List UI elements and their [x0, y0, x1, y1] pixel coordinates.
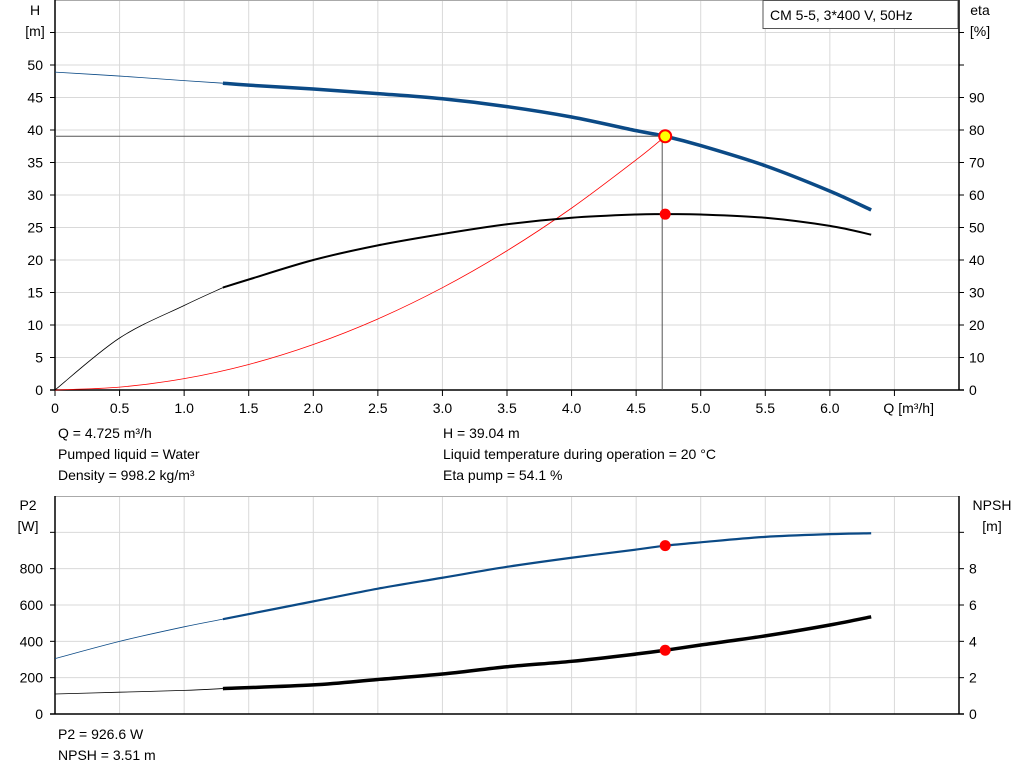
x-tick-label: 6.0 — [820, 400, 840, 416]
efficiency-curve-thin — [54, 287, 224, 391]
power-npsh-chart: 0 200 400 600 800 0 2 4 6 8 P2 [W] NPSH [m] — [18, 496, 1012, 722]
x-tick-label: 0 — [51, 400, 59, 416]
x-tick-label: 5.5 — [756, 400, 776, 416]
right-tick-label: 0 — [969, 382, 977, 398]
left-tick-label: 45 — [27, 90, 43, 106]
right-axis-title: NPSH — [973, 497, 1012, 513]
info-left-top: Q = 4.725 m³/h Pumped liquid = Water Den… — [58, 423, 200, 486]
info-bottom: P2 = 926.6 W NPSH = 3.51 m — [58, 724, 156, 766]
density-readout: Density = 998.2 kg/m³ — [58, 467, 195, 483]
system-curve — [54, 135, 666, 391]
x-tick-label: 3.0 — [433, 400, 453, 416]
legend-title: CM 5-5, 3*400 V, 50Hz — [770, 7, 913, 23]
right-tick-label: 30 — [969, 285, 985, 301]
right-tick-label: 20 — [969, 317, 985, 333]
left-tick-label: 800 — [20, 561, 44, 577]
right-tick-label: 10 — [969, 350, 985, 366]
left-tick-label: 30 — [27, 187, 43, 203]
left-tick-label: 50 — [27, 57, 43, 73]
left-axis-title: P2 — [19, 497, 36, 513]
x-tick-label: 4.0 — [562, 400, 582, 416]
right-axis-unit: [m] — [982, 518, 1001, 534]
left-tick-label: 20 — [27, 252, 43, 268]
x-tick-label: 3.5 — [497, 400, 517, 416]
head-curve — [222, 81, 872, 212]
npsh-curve-thin — [54, 688, 223, 695]
left-tick-label: 0 — [35, 382, 43, 398]
right-tick-label: 90 — [969, 90, 985, 106]
right-axis-title: eta — [970, 2, 990, 18]
left-tick-label: 400 — [20, 633, 44, 649]
pumped-liquid-readout: Pumped liquid = Water — [58, 446, 200, 462]
flow-readout: Q = 4.725 m³/h — [58, 425, 152, 441]
x-tick-label: 0.5 — [110, 400, 130, 416]
right-tick-label: 4 — [969, 633, 977, 649]
right-tick-label: 0 — [969, 706, 977, 722]
temperature-readout: Liquid temperature during operation = 20… — [443, 446, 716, 462]
left-tick-label: 200 — [20, 670, 44, 686]
right-tick-label: 50 — [969, 220, 985, 236]
right-tick-label: 8 — [969, 561, 977, 577]
right-tick-label: 80 — [969, 122, 985, 138]
x-tick-label: 4.5 — [626, 400, 646, 416]
eta-readout: Eta pump = 54.1 % — [443, 467, 563, 483]
p2-curve — [222, 532, 872, 621]
info-right-top: H = 39.04 m Liquid temperature during op… — [443, 423, 716, 486]
left-tick-label: 25 — [27, 220, 43, 236]
x-tick-label: 1.0 — [174, 400, 194, 416]
left-tick-label: 5 — [35, 350, 43, 366]
left-tick-label: 40 — [27, 122, 43, 138]
left-axis-unit: [W] — [18, 518, 39, 534]
head-curve-thin — [54, 71, 223, 84]
p2-curve-thin — [54, 618, 223, 659]
p2-readout: P2 = 926.6 W — [58, 726, 144, 742]
legend-box: CM 5-5, 3*400 V, 50Hz — [762, 0, 959, 29]
right-tick-label: 60 — [969, 187, 985, 203]
efficiency-curve — [222, 213, 872, 289]
left-tick-label: 10 — [27, 317, 43, 333]
left-tick-label: 35 — [27, 155, 43, 171]
duty-point-p2 — [659, 540, 671, 552]
right-tick-label: 2 — [969, 670, 977, 686]
x-tick-label: 2.0 — [304, 400, 324, 416]
x-tick-label: 2.5 — [368, 400, 388, 416]
npsh-curve — [222, 615, 872, 691]
left-tick-label: 600 — [20, 597, 44, 613]
head-readout: H = 39.04 m — [443, 425, 520, 441]
right-axis-unit: [%] — [970, 23, 990, 39]
left-axis-title: H — [30, 2, 40, 18]
npsh-readout: NPSH = 3.51 m — [58, 747, 156, 763]
x-tick-label: 5.0 — [691, 400, 711, 416]
duty-point-eta — [659, 208, 671, 220]
x-tick-label: 1.5 — [239, 400, 259, 416]
head-efficiency-chart: 0 5 10 15 20 25 30 35 40 45 50 0 10 20 30 40 50 60 70 80 90 H… — [25, 0, 990, 416]
left-axis-unit: [m] — [25, 23, 44, 39]
left-tick-label: 0 — [35, 706, 43, 722]
right-tick-label: 6 — [969, 597, 977, 613]
duty-point-npsh — [659, 644, 671, 656]
right-tick-label: 70 — [969, 155, 985, 171]
right-tick-label: 40 — [969, 252, 985, 268]
left-tick-label: 15 — [27, 285, 43, 301]
duty-point-head — [658, 129, 673, 144]
x-axis-title: Q [m³/h] — [883, 400, 934, 416]
